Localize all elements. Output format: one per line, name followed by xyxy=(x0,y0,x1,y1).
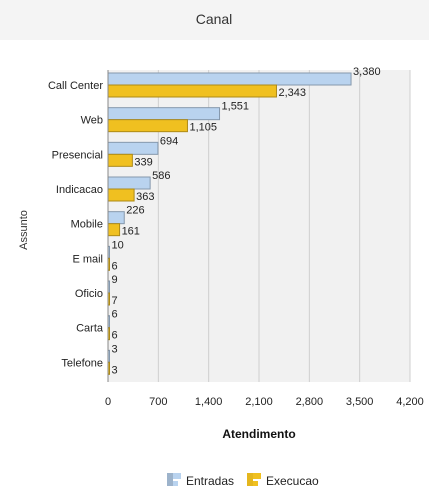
data-label: 3 xyxy=(112,364,118,376)
bar-execucao xyxy=(107,84,277,98)
bar-entradas xyxy=(107,72,352,86)
data-label: 9 xyxy=(112,274,118,286)
data-label: 339 xyxy=(134,156,152,168)
data-label: 3 xyxy=(112,343,118,355)
category-label: Indicacao xyxy=(56,184,103,196)
data-label: 6 xyxy=(112,260,118,272)
category-label: Mobile xyxy=(71,219,103,231)
x-tick-labels: 0 700 1,400 2,100 2,800 3,500 4,200 xyxy=(105,396,424,408)
y-axis-label: Assunto xyxy=(18,210,30,250)
data-label: 1,551 xyxy=(222,101,250,113)
legend-item-entradas: Entradas xyxy=(167,473,234,488)
category-label: Call Center xyxy=(48,80,103,92)
legend-swatch xyxy=(247,473,253,486)
bar-entradas xyxy=(107,141,159,155)
legend-swatch xyxy=(173,481,178,486)
category-label: E mail xyxy=(72,253,103,265)
data-label: 1,105 xyxy=(189,122,217,134)
data-label: 226 xyxy=(126,205,144,217)
legend-swatch xyxy=(253,481,258,486)
x-tick-label: 1,400 xyxy=(195,396,223,408)
bar-execucao xyxy=(107,153,133,167)
x-tick-label: 2,800 xyxy=(296,396,324,408)
data-label: 363 xyxy=(136,191,154,203)
bar-execucao xyxy=(107,188,135,202)
category-label: Oficio xyxy=(75,288,103,300)
category-labels: Call Center Web Presencial Indicacao Mobile E… xyxy=(48,80,104,369)
legend-swatch xyxy=(173,473,181,479)
category-label: Telefone xyxy=(61,357,103,369)
bar-entradas xyxy=(107,176,151,190)
bars: 3,3802,3431,5511,10569433958636322616110… xyxy=(107,66,381,376)
x-tick-label: 3,500 xyxy=(346,396,374,408)
category-label: Carta xyxy=(76,323,104,335)
title-band xyxy=(0,0,429,40)
legend-label: Execucao xyxy=(266,474,319,488)
legend: Entradas Execucao xyxy=(167,473,319,488)
chart-title: Canal xyxy=(196,11,233,27)
bar-execucao xyxy=(107,223,121,237)
data-label: 6 xyxy=(112,330,118,342)
x-tick-label: 700 xyxy=(149,396,167,408)
category-label: Presencial xyxy=(52,149,103,161)
data-label: 3,380 xyxy=(353,66,381,78)
x-tick-label: 0 xyxy=(105,396,111,408)
legend-item-execucao: Execucao xyxy=(247,473,319,488)
x-tick-label: 2,100 xyxy=(245,396,273,408)
data-label: 586 xyxy=(152,170,170,182)
data-label: 7 xyxy=(112,295,118,307)
bar-entradas xyxy=(107,107,221,121)
data-label: 6 xyxy=(112,309,118,321)
x-tick-label: 4,200 xyxy=(396,396,424,408)
bar-entradas xyxy=(107,211,125,225)
legend-swatch xyxy=(167,473,173,486)
data-label: 2,343 xyxy=(278,87,306,99)
legend-label: Entradas xyxy=(186,474,234,488)
data-label: 161 xyxy=(122,226,140,238)
bar-execucao xyxy=(107,119,188,133)
legend-swatch xyxy=(253,473,261,479)
data-label: 694 xyxy=(160,135,178,147)
data-label: 10 xyxy=(112,239,124,251)
x-axis-label: Atendimento xyxy=(222,427,295,441)
category-label: Web xyxy=(81,115,103,127)
gridlines xyxy=(157,70,411,382)
